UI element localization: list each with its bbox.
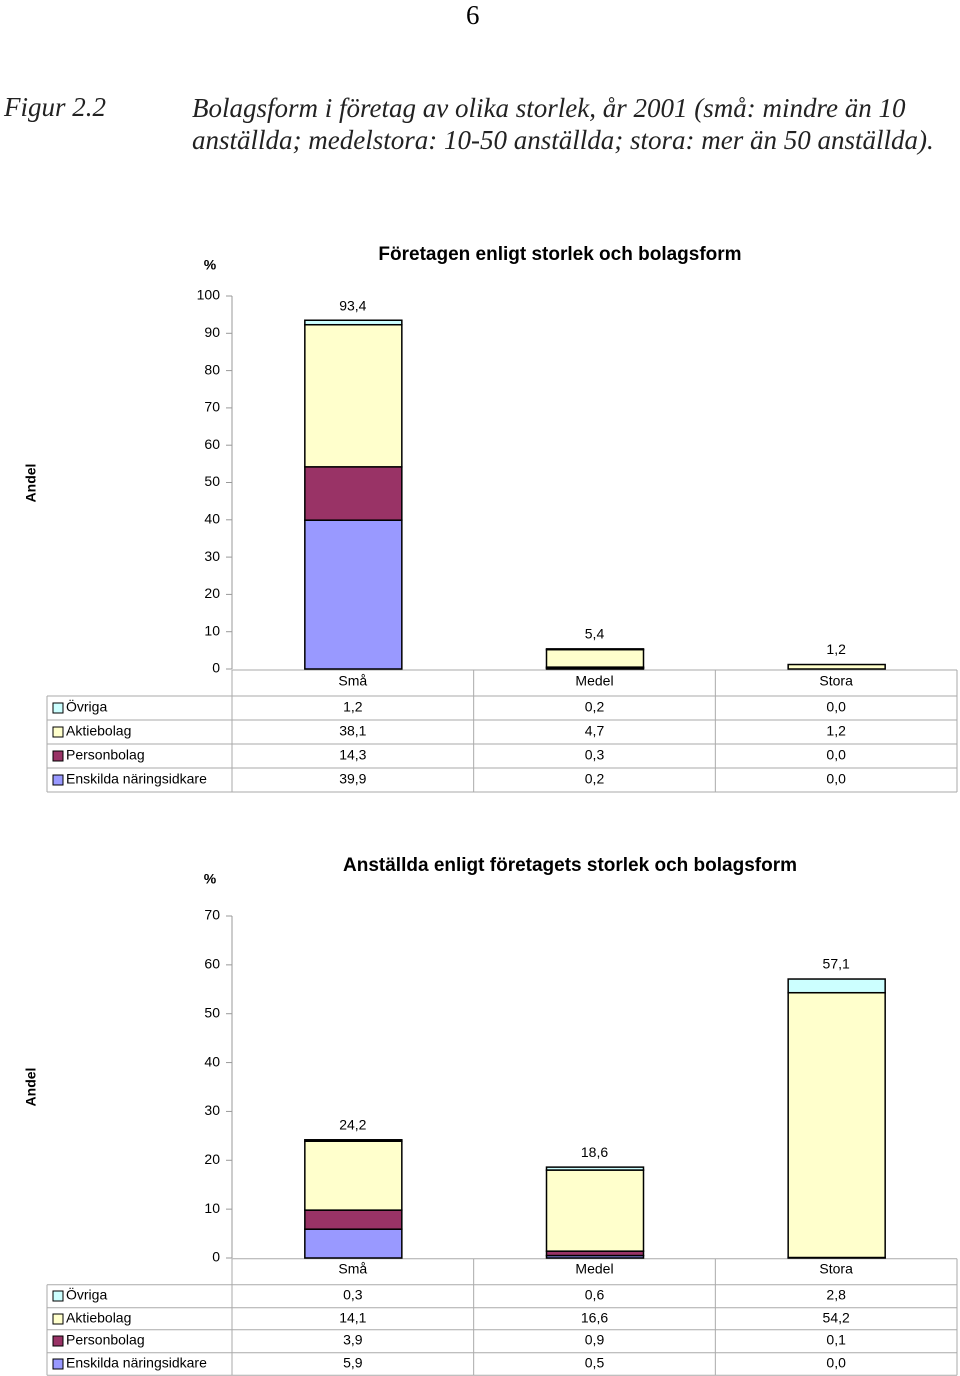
y-tick-label: 70 xyxy=(204,399,220,415)
table-value: 2,8 xyxy=(826,1287,846,1303)
total-label: 5,4 xyxy=(585,626,605,642)
legend-swatch xyxy=(52,1358,64,1370)
table-value: 0,0 xyxy=(826,771,846,787)
y-tick-label: 80 xyxy=(204,361,220,377)
bar-segment xyxy=(304,466,403,521)
legend-label: Aktiebolag xyxy=(66,1310,131,1326)
bar-segment xyxy=(304,1140,403,1211)
total-label: 93,4 xyxy=(339,297,366,313)
bar-segment xyxy=(304,323,403,468)
table-value: 0,1 xyxy=(826,1332,846,1348)
category-label: Stora xyxy=(819,1261,853,1277)
y-tick-label: 20 xyxy=(204,585,220,601)
table-value: 0,0 xyxy=(826,747,846,763)
chart-title: Anställda enligt företagets storlek och … xyxy=(343,855,797,876)
bar-segment xyxy=(304,1139,403,1142)
table-value: 4,7 xyxy=(585,723,605,739)
bar-segment xyxy=(787,978,886,994)
bar-segment xyxy=(545,1166,645,1171)
table-value: 0,3 xyxy=(343,1287,363,1303)
table-value: 5,9 xyxy=(343,1355,363,1371)
table-value: 16,6 xyxy=(581,1310,608,1326)
total-label: 1,2 xyxy=(826,641,846,657)
y-tick-label: 0 xyxy=(212,1249,220,1265)
legend-swatch xyxy=(52,1335,64,1347)
table-value: 14,1 xyxy=(339,1310,366,1326)
y-tick-label: 30 xyxy=(204,1102,220,1118)
bar-segment xyxy=(304,1228,403,1259)
table-value: 1,2 xyxy=(343,699,363,715)
y-tick-label: 50 xyxy=(204,1004,220,1020)
table-value: 0,2 xyxy=(585,771,605,787)
category-label: Medel xyxy=(575,673,613,689)
table-value: 0,5 xyxy=(585,1355,605,1371)
y-tick-label: 60 xyxy=(204,956,220,972)
y-tick-label: 40 xyxy=(204,511,220,527)
y-tick-label: 60 xyxy=(204,436,220,452)
legend-swatch xyxy=(52,726,64,738)
y-tick-label: 30 xyxy=(204,548,220,564)
figure-label: Figur 2.2 xyxy=(4,92,107,122)
bar-segment xyxy=(545,1169,645,1252)
y-unit: % xyxy=(204,871,217,887)
legend-label: Övriga xyxy=(66,1286,107,1303)
page-number: 6 xyxy=(466,0,480,30)
table-value: 0,0 xyxy=(826,1355,846,1371)
y-tick-label: 20 xyxy=(204,1151,220,1167)
table-value: 0,0 xyxy=(826,699,846,715)
y-tick-label: 50 xyxy=(204,473,220,489)
legend-label: Enskilda näringsidkare xyxy=(66,771,207,787)
total-label: 18,6 xyxy=(581,1144,608,1160)
bar-segment xyxy=(304,519,403,670)
category-label: Små xyxy=(338,1261,367,1277)
legend-swatch xyxy=(52,750,64,762)
table-value: 38,1 xyxy=(339,723,366,739)
category-label: Små xyxy=(338,673,367,689)
y-tick-label: 90 xyxy=(204,324,220,340)
table-value: 54,2 xyxy=(823,1310,850,1326)
y-tick-label: 10 xyxy=(204,1200,220,1216)
legend-label: Personbolag xyxy=(66,1332,145,1348)
y-unit: % xyxy=(204,257,217,273)
table-value: 0,2 xyxy=(585,699,605,715)
legend-label: Övriga xyxy=(66,698,107,715)
figure-caption: Bolagsform i företag av olika storlek, å… xyxy=(192,93,934,155)
legend-swatch xyxy=(52,774,64,786)
y-tick-label: 100 xyxy=(197,287,221,303)
y-tick-label: 40 xyxy=(204,1053,220,1069)
bar-segment xyxy=(787,991,886,1259)
bar-segment xyxy=(304,1209,403,1230)
y-tick-label: 70 xyxy=(204,907,220,923)
table-value: 0,6 xyxy=(585,1287,605,1303)
bar-segment xyxy=(304,319,403,326)
y-axis-label: Andel xyxy=(23,1068,39,1107)
total-label: 24,2 xyxy=(339,1116,366,1132)
chart-title: Företagen enligt storlek och bolagsform xyxy=(378,244,741,265)
y-tick-label: 0 xyxy=(212,660,220,676)
table-value: 1,2 xyxy=(826,723,846,739)
category-label: Medel xyxy=(575,1261,613,1277)
bar-segment xyxy=(545,648,645,668)
table-value: 3,9 xyxy=(343,1332,363,1348)
bar-segment xyxy=(545,648,645,651)
bar-segment xyxy=(787,663,886,670)
legend-label: Enskilda näringsidkare xyxy=(66,1355,207,1371)
category-label: Stora xyxy=(819,673,853,689)
table-value: 0,3 xyxy=(585,747,605,763)
legend-swatch xyxy=(52,702,64,714)
total-label: 57,1 xyxy=(823,956,850,972)
y-tick-label: 10 xyxy=(204,622,220,638)
legend-label: Personbolag xyxy=(66,747,145,763)
legend-label: Aktiebolag xyxy=(66,723,131,739)
legend-swatch xyxy=(52,1290,64,1302)
table-value: 0,9 xyxy=(585,1332,605,1348)
table-value: 14,3 xyxy=(339,747,366,763)
y-axis-label: Andel xyxy=(23,464,39,503)
legend-swatch xyxy=(52,1313,64,1325)
table-value: 39,9 xyxy=(339,771,366,787)
